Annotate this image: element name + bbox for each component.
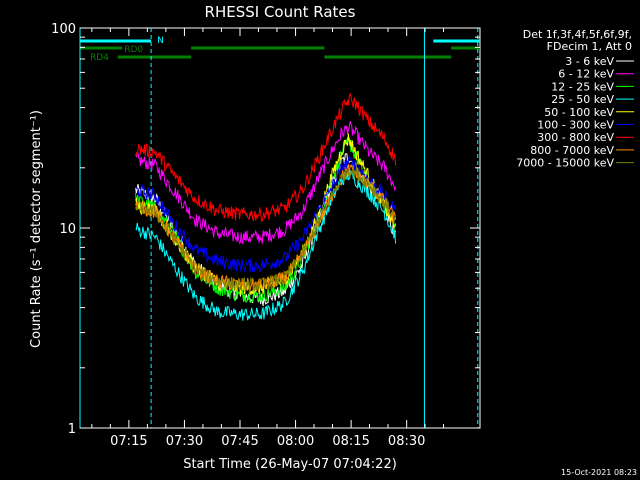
status-bar-label-rd0: RD0 [124, 45, 143, 55]
x-tick-label-3: 08:00 [277, 434, 314, 449]
series-line-1 [135, 121, 397, 245]
x-tick-label-5: 08:30 [388, 434, 425, 449]
legend-header-decimation: FDecim 1, Att 0 [547, 40, 632, 53]
legend-entry-label-0: 3 - 6 keV [565, 55, 614, 68]
series-line-2 [135, 136, 397, 304]
legend-entry-label-3: 25 - 50 keV [551, 93, 614, 106]
x-tick-label-2: 07:45 [221, 434, 258, 449]
y-axis-label: Count Rate (s⁻¹ detector segment⁻¹) [29, 110, 44, 348]
generation-timestamp: 15-Oct-2021 08:23 [561, 468, 637, 477]
x-tick-label-4: 08:15 [332, 434, 369, 449]
legend-entry-label-5: 100 - 300 keV [537, 119, 614, 132]
x-axis-label: Start Time (26-May-07 07:04:22) [183, 457, 397, 472]
series-line-6 [135, 92, 397, 223]
axes: 07:15 07:30 07:45 08:00 08:15 08:30 1 10 100 [51, 22, 480, 449]
y-tick-label-2: 100 [51, 22, 76, 37]
series-line-7 [135, 163, 397, 292]
attenuator-status-bars: N RD0 RD4 [80, 36, 480, 63]
legend-entry-label-4: 50 - 100 keV [544, 106, 614, 119]
status-bar-label-n: N [157, 36, 164, 46]
legend-entry-label-6: 300 - 800 keV [537, 131, 614, 144]
series-lines [135, 92, 397, 321]
series-line-8 [135, 165, 397, 292]
series-line-5 [135, 154, 397, 273]
legend-entry-label-8: 7000 - 15000 keV [516, 157, 614, 170]
legend-entry-label-2: 12 - 25 keV [551, 80, 614, 93]
y-tick-label-0: 1 [68, 422, 76, 437]
x-tick-label-1: 07:30 [166, 434, 203, 449]
legend-entry-label-7: 800 - 7000 keV [530, 144, 614, 157]
legend-header-detectors: Det 1f,3f,4f,5f,6f,9f, [523, 28, 632, 41]
legend: Det 1f,3f,4f,5f,6f,9f,FDecim 1, Att 0 3 -… [516, 28, 634, 170]
x-tick-label-0: 07:15 [110, 434, 147, 449]
legend-entry-label-1: 6 - 12 keV [558, 68, 614, 81]
status-bar-label-rd4: RD4 [90, 53, 109, 63]
chart-title: RHESSI Count Rates [205, 3, 356, 21]
y-tick-label-1: 10 [59, 222, 76, 237]
